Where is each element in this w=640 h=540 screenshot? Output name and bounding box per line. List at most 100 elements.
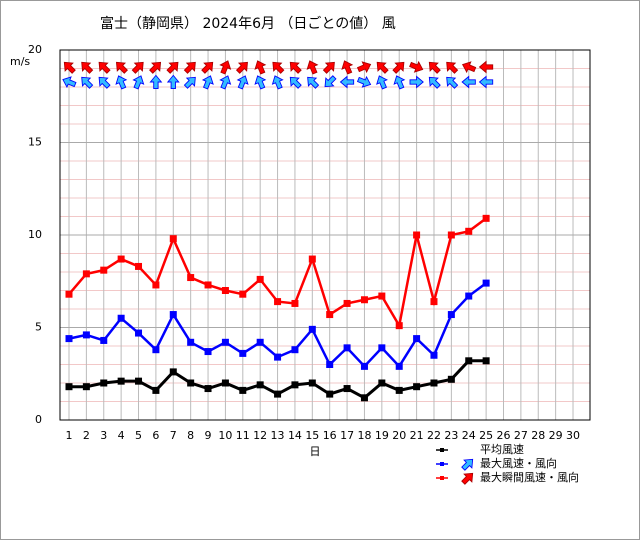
y-axis-label: m/s <box>10 55 30 68</box>
direction-arrow <box>322 61 335 74</box>
point <box>221 287 229 294</box>
x-tick-label: 26 <box>497 429 511 442</box>
point <box>82 270 90 278</box>
direction-arrow <box>236 75 249 90</box>
point <box>447 231 455 239</box>
point <box>221 338 229 346</box>
y-tick-label: 10 <box>28 228 42 241</box>
point <box>82 331 90 339</box>
point <box>117 377 125 385</box>
point <box>169 235 177 243</box>
chart-title: 富士（静岡県） 2024年6月 （日ごとの値） 風 <box>100 15 396 32</box>
point <box>239 349 247 357</box>
point <box>447 375 455 383</box>
direction-arrow <box>428 76 441 89</box>
direction-arrow <box>81 76 94 89</box>
point <box>274 390 282 398</box>
point <box>430 351 438 359</box>
direction-arrow <box>428 61 441 74</box>
point <box>308 255 316 263</box>
x-tick-label: 24 <box>462 429 476 442</box>
direction-arrow <box>376 75 388 90</box>
point <box>482 357 490 365</box>
point <box>326 361 334 368</box>
x-tick-label: 3 <box>100 429 107 442</box>
direction-arrow <box>341 60 354 75</box>
direction-arrow <box>62 76 77 89</box>
point <box>204 385 212 393</box>
x-tick-label: 23 <box>444 429 458 442</box>
point <box>343 299 351 307</box>
direction-arrow <box>356 75 372 88</box>
x-tick-label: 22 <box>427 429 441 442</box>
point <box>169 311 177 319</box>
y-tick-label: 0 <box>35 413 42 426</box>
point <box>360 296 368 304</box>
x-tick-label: 20 <box>392 429 406 442</box>
direction-arrow <box>393 75 406 90</box>
x-tick-label: 27 <box>514 429 528 442</box>
point <box>430 379 438 387</box>
point <box>256 381 264 389</box>
x-tick-label: 8 <box>187 429 194 442</box>
direction-arrow <box>376 61 389 74</box>
point <box>100 266 108 274</box>
point <box>447 311 455 319</box>
point <box>274 298 282 306</box>
point <box>360 362 368 370</box>
direction-arrow <box>131 61 144 74</box>
direction-arrow <box>183 61 196 74</box>
point <box>274 353 282 361</box>
point <box>204 348 212 356</box>
point <box>291 346 299 354</box>
legend-marker <box>440 476 444 480</box>
point <box>343 344 351 352</box>
x-tick-label: 1 <box>66 429 73 442</box>
point <box>152 346 160 354</box>
x-tick-label: 25 <box>479 429 493 442</box>
point <box>65 335 73 343</box>
plot-frame <box>59 49 591 421</box>
legend-label: 最大瞬間風速・風向 <box>480 470 579 484</box>
point <box>413 231 421 239</box>
point <box>465 227 473 235</box>
x-tick-label: 9 <box>205 429 212 442</box>
direction-arrow <box>63 61 76 74</box>
direction-arrow <box>271 75 284 90</box>
direction-arrow <box>478 75 494 89</box>
direction-arrow <box>149 61 162 74</box>
legend-arrow <box>461 472 474 485</box>
point <box>413 383 421 391</box>
point <box>413 335 421 343</box>
point <box>395 322 403 330</box>
x-tick-label: 14 <box>288 429 302 442</box>
point <box>221 379 229 387</box>
point <box>187 338 195 346</box>
point <box>378 292 386 300</box>
x-tick-label: 5 <box>135 429 142 442</box>
point <box>117 255 125 263</box>
x-tick-label: 6 <box>152 429 159 442</box>
point <box>100 336 108 344</box>
legend-label: 平均風速 <box>480 443 524 456</box>
direction-arrow <box>307 76 320 89</box>
point <box>308 379 316 387</box>
point <box>326 390 334 398</box>
x-tick-label: 2 <box>83 429 90 442</box>
direction-arrow <box>235 61 248 74</box>
x-tick-label: 7 <box>170 429 177 442</box>
direction-arrow <box>446 61 459 74</box>
point <box>187 379 195 387</box>
legend-marker <box>440 448 444 452</box>
direction-arrow <box>98 61 111 74</box>
direction-arrow <box>166 74 180 90</box>
point <box>65 290 73 298</box>
direction-arrow <box>339 75 355 89</box>
y-tick-label: 5 <box>35 321 42 334</box>
point <box>308 325 316 333</box>
x-tick-label: 12 <box>253 429 267 442</box>
direction-arrow <box>461 61 477 74</box>
x-axis-label: 日 <box>310 445 321 458</box>
point <box>465 357 473 365</box>
